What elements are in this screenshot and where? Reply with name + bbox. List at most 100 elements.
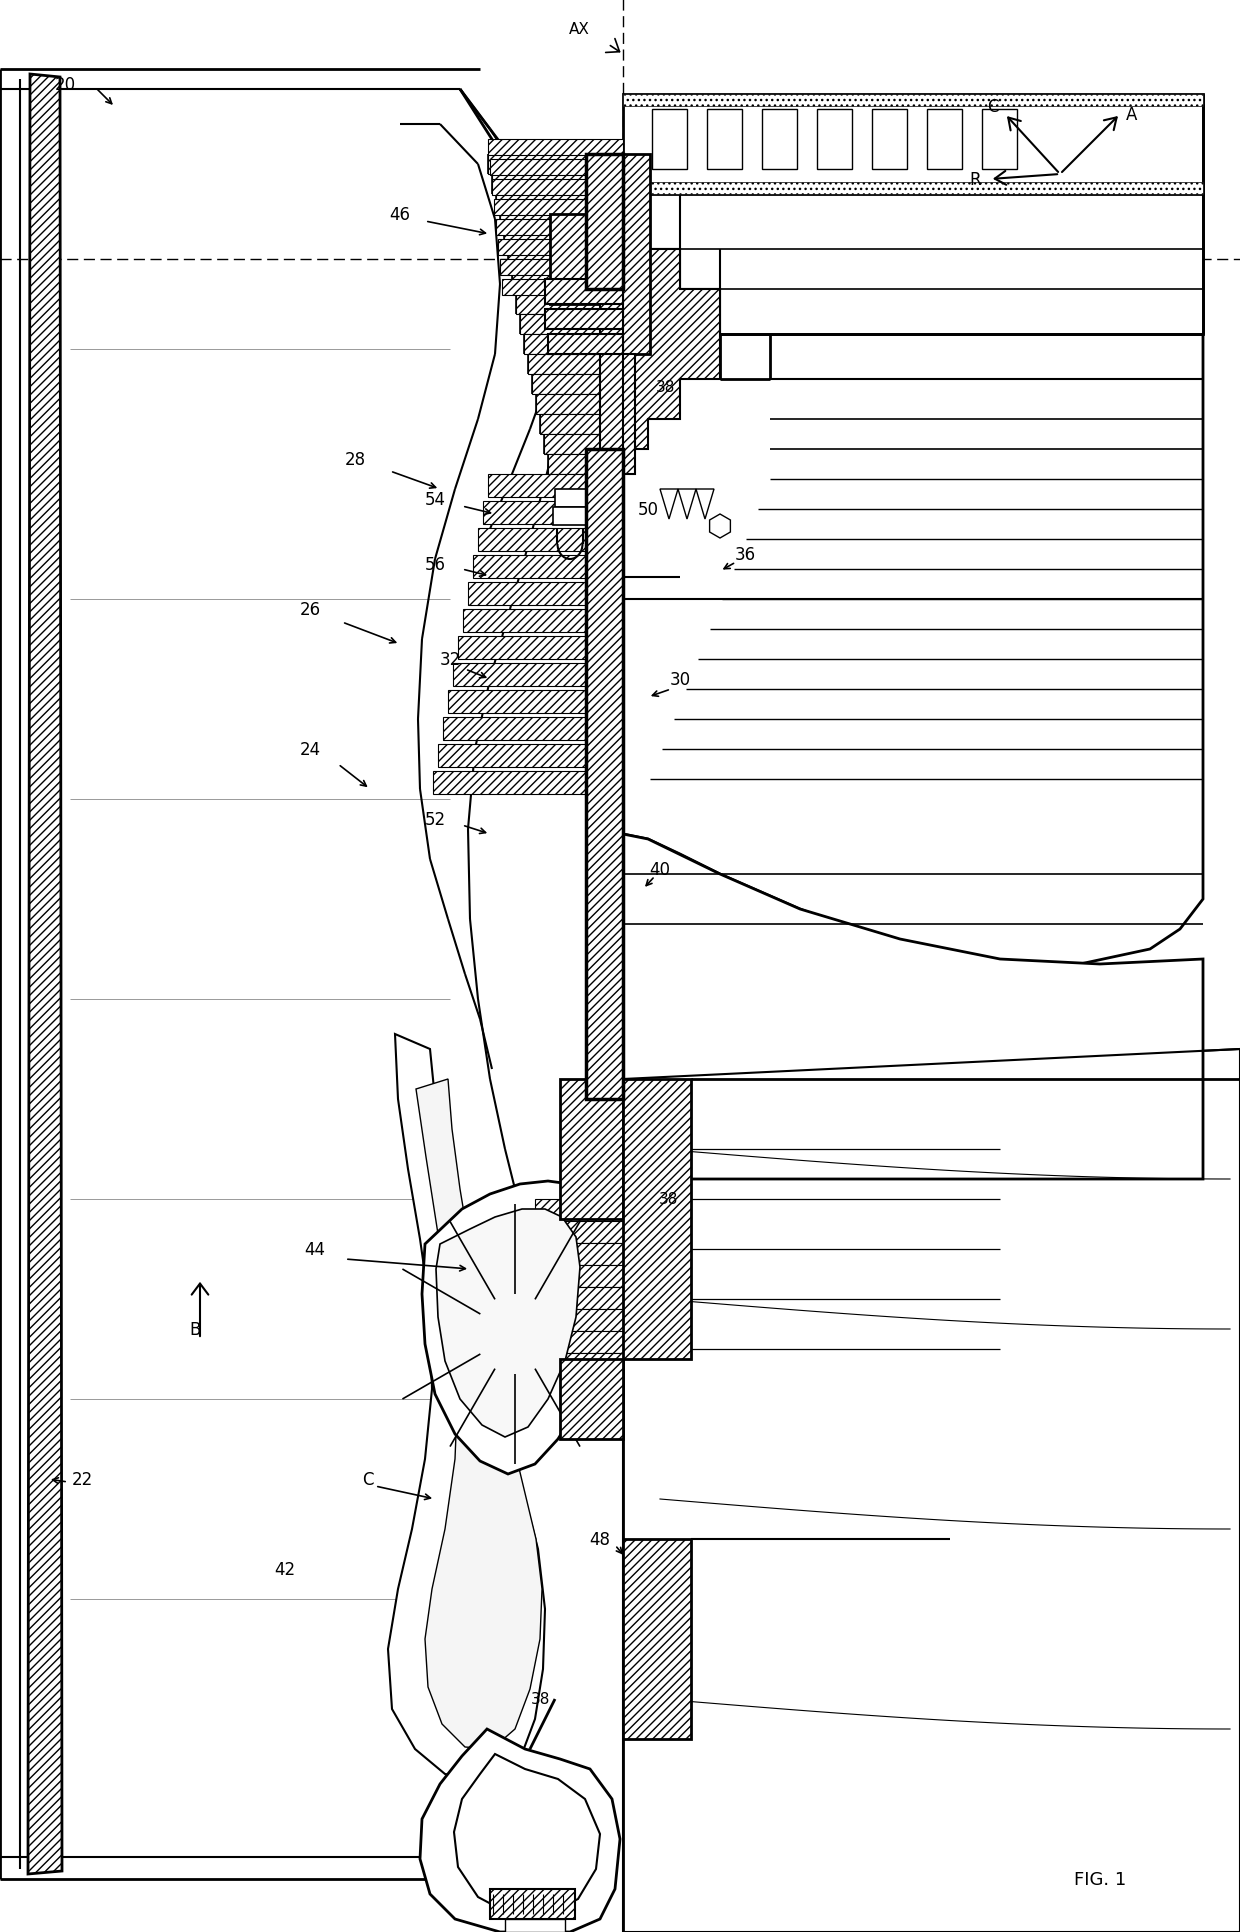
Bar	[489, 155, 622, 176]
Bar	[534, 1200, 622, 1221]
Bar	[587, 450, 622, 1099]
Bar	[544, 435, 622, 454]
Polygon shape	[622, 195, 720, 450]
Bar	[438, 744, 622, 767]
Polygon shape	[622, 334, 1203, 964]
Text: 26: 26	[299, 601, 321, 618]
Text: 36: 36	[734, 545, 755, 564]
Bar	[492, 176, 622, 195]
Bar	[548, 454, 622, 475]
Text: 24: 24	[299, 740, 321, 759]
Bar	[560, 1360, 622, 1439]
Bar	[448, 690, 622, 713]
Bar	[622, 95, 1203, 106]
Bar	[472, 556, 622, 580]
Bar	[443, 717, 622, 740]
Bar	[508, 255, 622, 274]
Text: 42: 42	[274, 1561, 295, 1578]
Text: 38: 38	[658, 1192, 678, 1208]
Polygon shape	[622, 835, 1203, 1179]
Polygon shape	[660, 489, 678, 520]
Bar	[982, 110, 1017, 170]
Text: C: C	[987, 99, 998, 116]
Bar	[512, 274, 622, 296]
Bar	[622, 95, 1203, 195]
Bar	[489, 475, 622, 498]
Bar	[496, 195, 622, 214]
Polygon shape	[436, 1209, 580, 1437]
Text: 46: 46	[389, 207, 410, 224]
Polygon shape	[696, 489, 714, 520]
Bar	[546, 280, 622, 305]
Bar	[872, 110, 906, 170]
Bar	[520, 1310, 622, 1331]
Bar	[458, 638, 622, 659]
Text: FIG. 1: FIG. 1	[1074, 1870, 1126, 1888]
Text: R: R	[970, 170, 981, 189]
Bar	[600, 290, 622, 454]
Polygon shape	[388, 1034, 546, 1779]
Polygon shape	[422, 1180, 610, 1474]
Text: 56: 56	[424, 556, 445, 574]
Text: 22: 22	[72, 1470, 93, 1488]
Polygon shape	[709, 514, 730, 539]
Bar	[622, 1080, 691, 1360]
Bar	[622, 1540, 691, 1739]
Bar	[707, 110, 742, 170]
Polygon shape	[420, 1729, 620, 1932]
Bar	[490, 1889, 575, 1918]
Bar	[610, 355, 635, 475]
Bar	[484, 502, 622, 526]
Bar	[532, 1221, 622, 1244]
Polygon shape	[678, 489, 696, 520]
Bar	[553, 508, 593, 526]
Bar	[526, 1265, 622, 1287]
Bar	[490, 160, 622, 176]
Bar	[600, 155, 650, 355]
Bar	[763, 110, 797, 170]
Text: 38: 38	[531, 1692, 549, 1706]
Bar	[529, 1244, 622, 1265]
Bar	[622, 195, 1203, 334]
Bar	[463, 611, 622, 632]
Bar	[928, 110, 962, 170]
Text: 32: 32	[439, 651, 460, 668]
Text: C: C	[362, 1470, 373, 1488]
Polygon shape	[454, 1754, 600, 1915]
Polygon shape	[622, 1049, 1240, 1932]
Bar	[477, 529, 622, 553]
Bar	[516, 296, 622, 315]
Bar	[587, 155, 622, 290]
Bar	[520, 315, 622, 334]
Bar	[536, 394, 622, 415]
Bar	[453, 665, 622, 686]
Bar	[556, 489, 590, 508]
Bar	[503, 236, 622, 255]
Text: A: A	[1126, 106, 1137, 124]
Bar	[532, 375, 622, 394]
Bar	[515, 1352, 622, 1376]
Text: 28: 28	[345, 450, 366, 469]
Bar	[523, 1287, 622, 1310]
Bar	[539, 415, 622, 435]
Bar	[546, 309, 622, 330]
Bar	[622, 184, 1203, 195]
Bar	[498, 240, 622, 255]
Bar	[548, 334, 622, 355]
Bar	[433, 771, 622, 794]
Text: B: B	[190, 1320, 201, 1339]
Text: 52: 52	[424, 811, 445, 829]
Bar	[525, 334, 622, 355]
Bar	[551, 214, 622, 305]
Text: 50: 50	[637, 500, 658, 518]
Bar	[500, 261, 622, 276]
Bar	[502, 280, 622, 296]
Bar	[467, 583, 622, 607]
Text: 20: 20	[55, 75, 76, 95]
Polygon shape	[29, 75, 62, 1874]
Polygon shape	[415, 1080, 542, 1748]
Text: 38: 38	[655, 381, 675, 396]
Text: 40: 40	[650, 860, 671, 879]
Bar	[500, 214, 622, 236]
Bar	[817, 110, 852, 170]
